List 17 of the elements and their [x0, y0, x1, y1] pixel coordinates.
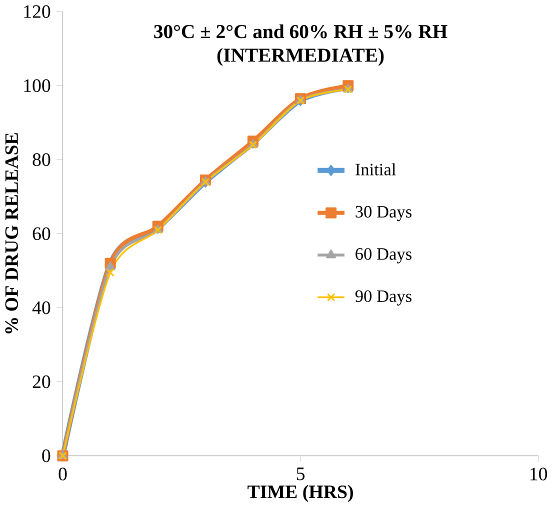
- x-tick-label: 0: [58, 468, 67, 480]
- legend-label: 30 Days: [356, 206, 412, 222]
- text: 30°C ± 2°C and 60% RH ± 5% RH (INTERMEDIATE): [154, 24, 448, 66]
- y-tick-label: 100: [24, 79, 50, 92]
- y-tick-label: 40: [32, 301, 50, 314]
- y-axis-title: % OF DRUG RELEASE: [5, 133, 18, 334]
- x-axis-title: TIME (HRS): [248, 484, 353, 502]
- x-tick-label: 10: [530, 468, 548, 480]
- x-tick-label: 5: [296, 468, 305, 480]
- y-tick-label: 80: [32, 153, 50, 166]
- y-tick-label: 0: [42, 449, 50, 462]
- legend-label: 60 Days: [356, 248, 412, 264]
- y-tick-label: 60: [32, 227, 50, 240]
- legend-label: 90 Days: [355, 290, 412, 306]
- y-tick-label: 20: [32, 375, 50, 388]
- y-tick-label: 120: [24, 5, 50, 18]
- legend-label: Initial: [355, 163, 396, 176]
